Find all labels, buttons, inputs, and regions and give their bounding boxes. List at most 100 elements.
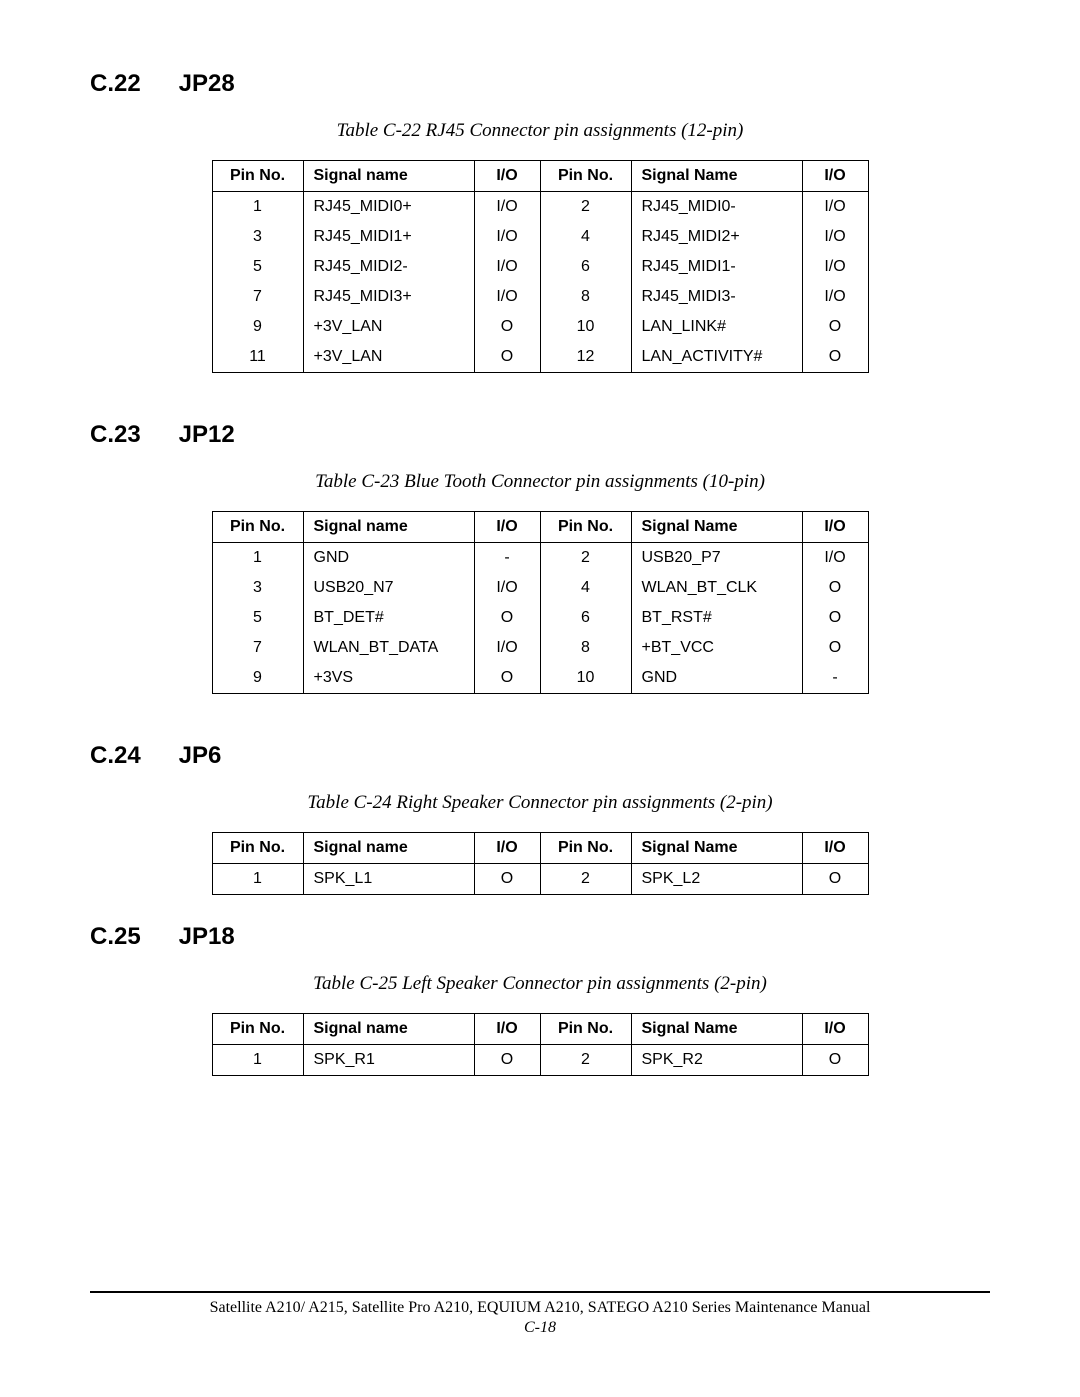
table-cell: GND — [631, 663, 802, 694]
table-cell: RJ45_MIDI0+ — [303, 192, 474, 223]
table-row: 3USB20_N7I/O4WLAN_BT_CLKO — [212, 573, 868, 603]
table-cell: 10 — [540, 663, 631, 694]
col-header: Signal name — [303, 833, 474, 864]
table-cell: WLAN_BT_CLK — [631, 573, 802, 603]
table-cell: 9 — [212, 663, 303, 694]
col-header: Pin No. — [212, 1014, 303, 1045]
table-cell: - — [802, 663, 868, 694]
table-cell: 7 — [212, 282, 303, 312]
col-header: I/O — [802, 512, 868, 543]
table-row: 11+3V_LANO12LAN_ACTIVITY#O — [212, 342, 868, 373]
table-cell: RJ45_MIDI1+ — [303, 222, 474, 252]
col-header: Pin No. — [540, 512, 631, 543]
section-c22: C.22 JP28 Table C-22 RJ45 Connector pin … — [90, 70, 990, 373]
table-cell: I/O — [474, 282, 540, 312]
table-cell: O — [474, 864, 540, 895]
table-row: 1SPK_R1O2SPK_R2O — [212, 1045, 868, 1076]
table-caption: Table C-25 Left Speaker Connector pin as… — [90, 973, 990, 995]
col-header: I/O — [802, 161, 868, 192]
table-row: 1GND-2USB20_P7I/O — [212, 543, 868, 574]
table-caption: Table C-24 Right Speaker Connector pin a… — [90, 792, 990, 814]
table-caption: Table C-23 Blue Tooth Connector pin assi… — [90, 471, 990, 493]
table-cell: O — [802, 864, 868, 895]
table-row: 9+3V_LANO10LAN_LINK#O — [212, 312, 868, 342]
section-number: C.22 — [90, 70, 172, 98]
section-c24: C.24 JP6 Table C-24 Right Speaker Connec… — [90, 742, 990, 895]
table-header-row: Pin No. Signal name I/O Pin No. Signal N… — [212, 161, 868, 192]
document-page: C.22 JP28 Table C-22 RJ45 Connector pin … — [0, 0, 1080, 1397]
col-header: Pin No. — [540, 833, 631, 864]
table-cell: 7 — [212, 633, 303, 663]
table-cell: RJ45_MIDI3+ — [303, 282, 474, 312]
col-header: Pin No. — [540, 161, 631, 192]
table-cell: 10 — [540, 312, 631, 342]
page-footer: Satellite A210/ A215, Satellite Pro A210… — [90, 1291, 990, 1337]
col-header: Pin No. — [212, 161, 303, 192]
table-cell: 1 — [212, 543, 303, 574]
table-row: 3RJ45_MIDI1+I/O4RJ45_MIDI2+I/O — [212, 222, 868, 252]
table-row: 5BT_DET#O6BT_RST#O — [212, 603, 868, 633]
col-header: Signal name — [303, 161, 474, 192]
table-cell: 12 — [540, 342, 631, 373]
col-header: Signal Name — [631, 1014, 802, 1045]
table-cell: I/O — [802, 543, 868, 574]
col-header: Signal name — [303, 512, 474, 543]
table-cell: O — [474, 342, 540, 373]
footer-page-number: C-18 — [90, 1319, 990, 1337]
table-cell: USB20_N7 — [303, 573, 474, 603]
table-cell: O — [474, 663, 540, 694]
table-cell: 1 — [212, 1045, 303, 1076]
footer-rule — [90, 1291, 990, 1293]
section-heading: C.23 JP12 — [90, 421, 990, 449]
table-cell: 2 — [540, 192, 631, 223]
section-heading: C.22 JP28 — [90, 70, 990, 98]
section-title: JP18 — [179, 923, 235, 950]
table-row: 5RJ45_MIDI2-I/O6RJ45_MIDI1-I/O — [212, 252, 868, 282]
table-cell: I/O — [802, 222, 868, 252]
table-cell: WLAN_BT_DATA — [303, 633, 474, 663]
table-cell: O — [802, 573, 868, 603]
table-cell: I/O — [802, 252, 868, 282]
table-caption: Table C-22 RJ45 Connector pin assignment… — [90, 120, 990, 142]
table-cell: 4 — [540, 573, 631, 603]
pin-table-c22: Pin No. Signal name I/O Pin No. Signal N… — [212, 160, 869, 373]
col-header: Signal Name — [631, 512, 802, 543]
table-cell: 2 — [540, 1045, 631, 1076]
table-cell: I/O — [474, 252, 540, 282]
col-header: I/O — [802, 833, 868, 864]
table-cell: GND — [303, 543, 474, 574]
table-cell: I/O — [802, 192, 868, 223]
table-cell: 4 — [540, 222, 631, 252]
table-header-row: Pin No. Signal name I/O Pin No. Signal N… — [212, 512, 868, 543]
table-body: 1SPK_L1O2SPK_L2O — [212, 864, 868, 895]
table-cell: BT_DET# — [303, 603, 474, 633]
col-header: Pin No. — [212, 833, 303, 864]
table-cell: RJ45_MIDI3- — [631, 282, 802, 312]
table-cell: +3V_LAN — [303, 342, 474, 373]
table-cell: 5 — [212, 252, 303, 282]
table-cell: BT_RST# — [631, 603, 802, 633]
table-row: 1SPK_L1O2SPK_L2O — [212, 864, 868, 895]
table-row: 1RJ45_MIDI0+I/O2RJ45_MIDI0-I/O — [212, 192, 868, 223]
table-cell: 3 — [212, 222, 303, 252]
table-cell: SPK_R2 — [631, 1045, 802, 1076]
col-header: Signal name — [303, 1014, 474, 1045]
table-cell: RJ45_MIDI1- — [631, 252, 802, 282]
section-title: JP28 — [179, 70, 235, 97]
table-cell: I/O — [474, 573, 540, 603]
table-cell: LAN_LINK# — [631, 312, 802, 342]
section-number: C.24 — [90, 742, 172, 770]
table-cell: 3 — [212, 573, 303, 603]
table-cell: 2 — [540, 864, 631, 895]
table-cell: - — [474, 543, 540, 574]
table-body: 1GND-2USB20_P7I/O3USB20_N7I/O4WLAN_BT_CL… — [212, 543, 868, 694]
col-header: I/O — [474, 833, 540, 864]
table-cell: O — [474, 312, 540, 342]
table-cell: 9 — [212, 312, 303, 342]
table-cell: O — [802, 312, 868, 342]
table-header-row: Pin No. Signal name I/O Pin No. Signal N… — [212, 1014, 868, 1045]
col-header: I/O — [474, 1014, 540, 1045]
table-cell: 11 — [212, 342, 303, 373]
section-c25: C.25 JP18 Table C-25 Left Speaker Connec… — [90, 923, 990, 1076]
col-header: Pin No. — [540, 1014, 631, 1045]
